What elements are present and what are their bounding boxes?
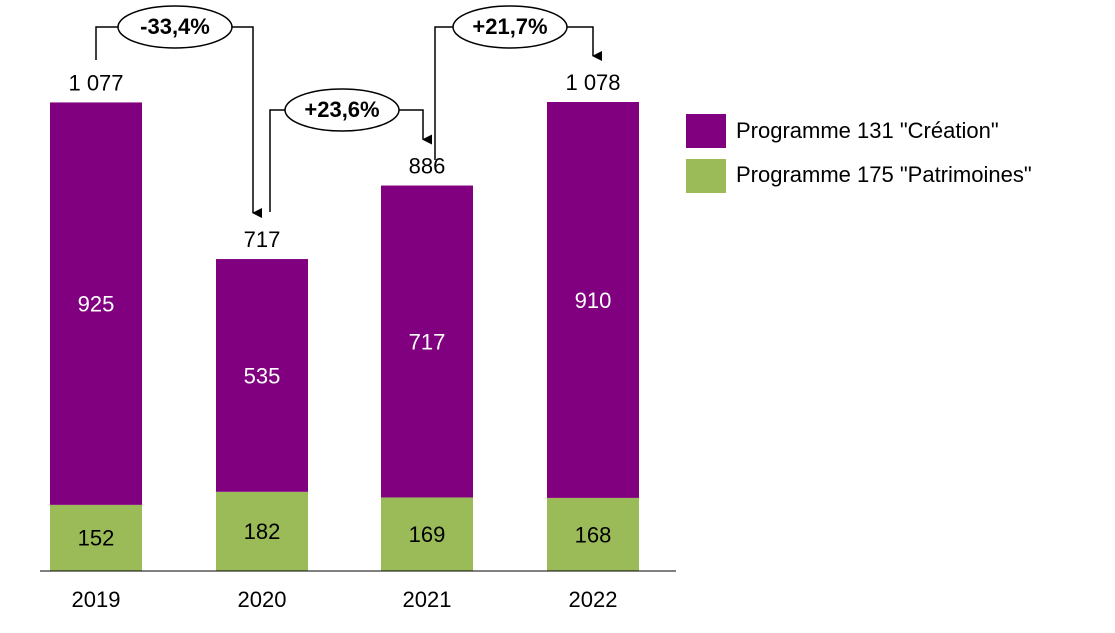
change-bubble-2020-2021 — [284, 88, 400, 132]
total-label-2020: 717 — [244, 227, 281, 252]
change-label-2021-2022: +21,7% — [472, 14, 547, 39]
bar-patrimoines-2021 — [381, 497, 473, 571]
category-labels: 2019 2020 2021 2022 — [72, 587, 618, 612]
value-label-creation-2019: 925 — [78, 291, 115, 316]
bar-creation-2020 — [216, 259, 308, 492]
category-label-2019: 2019 — [72, 587, 121, 612]
change-bubble-2019-2020 — [117, 5, 233, 49]
bar-patrimoines-2022 — [547, 497, 639, 571]
total-label-2019: 1 077 — [68, 70, 123, 95]
value-label-patrimoines-2020: 182 — [244, 519, 281, 544]
change-label-2020-2021: +23,6% — [304, 97, 379, 122]
value-label-patrimoines-2022: 168 — [575, 522, 612, 547]
bar-creation-2021 — [381, 185, 473, 498]
bar-creation-2022 — [547, 102, 639, 498]
category-label-2020: 2020 — [238, 587, 287, 612]
bar-patrimoines-2019 — [50, 504, 142, 571]
value-label-patrimoines-2021: 169 — [409, 522, 446, 547]
bar-creation-2019 — [50, 102, 142, 505]
bars-layer: 152 925 182 535 169 717 168 910 — [50, 102, 639, 571]
change-bubble-2021-2022 — [452, 5, 568, 49]
value-label-creation-2022: 910 — [575, 288, 612, 313]
legend-label-patrimoines: Programme 175 "Patrimoines" — [736, 162, 1032, 187]
change-arrows: -33,4% +23,6% +21,7% — [95, 5, 602, 219]
bar-patrimoines-2020 — [216, 491, 308, 571]
total-label-2021: 886 — [409, 154, 446, 179]
value-label-creation-2021: 717 — [409, 329, 446, 354]
category-label-2022: 2022 — [569, 587, 618, 612]
total-label-2022: 1 078 — [565, 70, 620, 95]
change-label-2019-2020: -33,4% — [140, 14, 210, 39]
total-labels: 1 077 717 886 1 078 — [68, 70, 620, 252]
value-label-patrimoines-2019: 152 — [78, 526, 115, 551]
value-label-creation-2020: 535 — [244, 363, 281, 388]
legend-swatch-patrimoines — [686, 159, 726, 193]
category-label-2021: 2021 — [403, 587, 452, 612]
legend: Programme 131 "Création" Programme 175 "… — [686, 114, 1032, 193]
legend-label-creation: Programme 131 "Création" — [736, 118, 999, 143]
legend-swatch-creation — [686, 114, 726, 148]
